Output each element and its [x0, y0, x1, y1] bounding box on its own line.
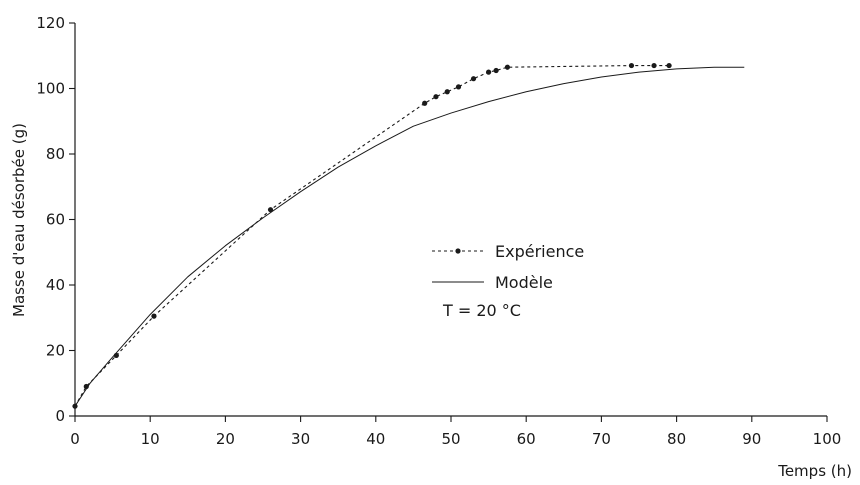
series-line-experience	[74, 65, 670, 407]
x-axis-title: Temps (h)	[777, 462, 852, 480]
y-axis-title: Masse d'eau désorbée (g)	[10, 123, 28, 317]
x-tick-label: 90	[742, 430, 761, 448]
legend-label-experience: Expérience	[495, 242, 584, 261]
y-tick-label: 60	[46, 211, 65, 229]
data-point-experience	[455, 84, 462, 90]
y-tick-label: 100	[36, 80, 65, 98]
y-tick-label: 120	[36, 14, 65, 32]
data-point-experience	[444, 89, 450, 95]
data-point-experience	[422, 100, 428, 106]
x-tick-label: 60	[517, 430, 536, 448]
data-point-experience	[666, 62, 672, 69]
x-tick-label: 100	[813, 430, 842, 448]
data-point-experience	[651, 62, 657, 69]
x-tick-label: 80	[667, 430, 686, 448]
data-point-experience	[486, 69, 492, 75]
series-layer	[72, 62, 745, 409]
legend: Expérience Modèle T = 20 °C	[432, 242, 584, 320]
x-tick-label: 70	[592, 430, 611, 448]
y-tick-label: 40	[46, 276, 65, 294]
x-ticks: 0 10 20 30 40 50 60 70 80 90 100	[70, 416, 841, 448]
legend-marker-experience	[455, 248, 461, 254]
legend-label-modele: Modèle	[495, 273, 553, 292]
x-tick-label: 10	[141, 430, 160, 448]
data-point-experience	[470, 76, 477, 82]
data-point-experience	[493, 67, 499, 74]
y-ticks: 0 20 40 60 80 100 120	[36, 14, 75, 425]
y-tick-label: 0	[55, 407, 65, 425]
temperature-annotation: T = 20 °C	[442, 301, 521, 320]
y-tick-label: 20	[46, 342, 65, 360]
x-tick-label: 0	[70, 430, 80, 448]
y-tick-label: 80	[46, 145, 65, 163]
data-point-experience	[151, 313, 157, 319]
series-line-modele	[74, 66, 745, 407]
x-tick-label: 50	[441, 430, 460, 448]
axes	[74, 23, 827, 417]
x-tick-label: 20	[216, 430, 235, 448]
data-point-experience	[504, 64, 510, 70]
data-point-experience	[433, 94, 439, 100]
x-tick-label: 30	[291, 430, 310, 448]
data-point-experience	[628, 62, 635, 69]
data-point-experience	[267, 207, 274, 213]
x-tick-label: 40	[366, 430, 385, 448]
